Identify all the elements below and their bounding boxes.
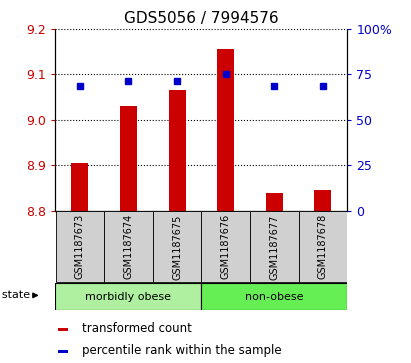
FancyBboxPatch shape (201, 283, 347, 310)
Bar (120, 106, 137, 211)
FancyBboxPatch shape (153, 211, 201, 282)
Text: morbidly obese: morbidly obese (85, 292, 171, 302)
Text: percentile rank within the sample: percentile rank within the sample (82, 344, 282, 357)
FancyBboxPatch shape (201, 211, 250, 282)
Bar (266, 193, 283, 211)
Text: GSM1187673: GSM1187673 (75, 214, 85, 280)
Bar (58, 350, 68, 353)
Text: GSM1187675: GSM1187675 (172, 214, 182, 280)
Text: GSM1187676: GSM1187676 (221, 214, 231, 280)
Bar (58, 328, 68, 331)
Bar (314, 190, 332, 211)
Text: GSM1187678: GSM1187678 (318, 214, 328, 280)
Text: non-obese: non-obese (245, 292, 304, 302)
FancyBboxPatch shape (55, 283, 201, 310)
FancyBboxPatch shape (250, 211, 299, 282)
Text: disease state: disease state (0, 290, 30, 301)
Text: transformed count: transformed count (82, 322, 192, 335)
Text: GSM1187674: GSM1187674 (123, 214, 134, 280)
Title: GDS5056 / 7994576: GDS5056 / 7994576 (124, 12, 279, 26)
Bar (217, 49, 234, 211)
FancyBboxPatch shape (299, 211, 347, 282)
FancyBboxPatch shape (104, 211, 153, 282)
FancyBboxPatch shape (55, 211, 104, 282)
Bar (71, 163, 88, 211)
Bar (169, 90, 186, 211)
Text: GSM1187677: GSM1187677 (269, 214, 279, 280)
